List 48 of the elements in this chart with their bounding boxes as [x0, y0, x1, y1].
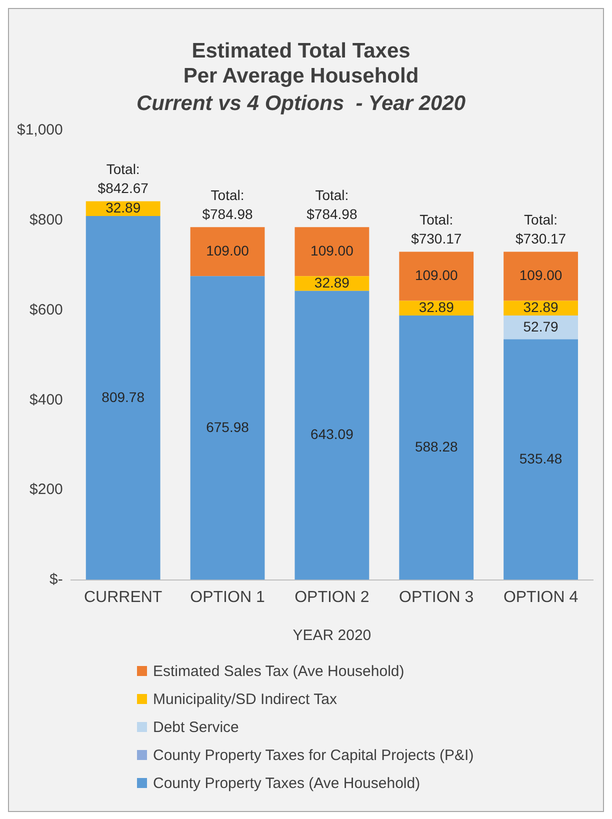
x-tick-label: OPTION 2 — [294, 588, 370, 606]
total-label: Total: $784.98 — [306, 187, 358, 222]
data-label: 109.00 — [206, 242, 250, 259]
data-label: 32.89 — [523, 299, 559, 316]
data-label: 588.28 — [414, 438, 458, 455]
legend-label: Debt Service — [153, 718, 239, 736]
x-tick-label: CURRENT — [84, 588, 162, 606]
bar — [504, 252, 578, 301]
x-tick-label: OPTION 1 — [190, 588, 265, 606]
chart-subtitle: Current vs 4 Options - Year 2020 — [136, 92, 466, 115]
y-tick-label: $400 — [30, 391, 63, 408]
bar — [504, 339, 578, 580]
data-label: 675.98 — [206, 418, 250, 435]
total-label: Total: $730.17 — [515, 212, 566, 247]
legend-label: County Property Taxes for Capital Projects (P&I) — [153, 746, 474, 764]
x-axis-title: YEAR 2020 — [292, 627, 372, 644]
data-label: 109.00 — [310, 242, 354, 259]
bar — [190, 227, 265, 276]
data-label: 32.89 — [418, 299, 454, 316]
bar — [399, 316, 474, 580]
bar — [86, 216, 160, 580]
y-tick-label: $1,000 — [16, 122, 63, 139]
y-tick-label: $800 — [30, 212, 63, 229]
data-label: 535.48 — [519, 450, 562, 466]
data-label: 32.89 — [106, 200, 141, 216]
bar — [294, 227, 370, 276]
bar — [294, 290, 370, 580]
total-label: Total: $842.67 — [98, 161, 149, 196]
legend-label: County Property Taxes (Ave Household) — [153, 774, 420, 792]
data-label: 643.09 — [310, 426, 354, 442]
total-label: Total: $784.98 — [202, 187, 254, 222]
data-label: 809.78 — [102, 388, 145, 405]
data-label: 109.00 — [519, 267, 562, 284]
y-tick-label: $600 — [30, 301, 63, 318]
chart-title: Estimated Total Taxes Per Average Household — [183, 39, 419, 88]
bar — [399, 252, 474, 301]
legend-label: Municipality/SD Indirect Tax — [153, 690, 337, 708]
data-label: 109.00 — [414, 267, 458, 284]
x-tick-label: OPTION 4 — [503, 588, 578, 606]
bar — [190, 276, 265, 580]
y-tick-label: $- — [50, 570, 63, 588]
x-tick-label: OPTION 3 — [399, 588, 474, 606]
legend-label: Estimated Sales Tax (Ave Household) — [153, 662, 404, 680]
bar — [504, 316, 578, 340]
y-tick-label: $200 — [30, 481, 63, 498]
data-label: 52.79 — [523, 318, 559, 334]
total-label: Total: $730.17 — [411, 212, 462, 247]
data-label: 32.89 — [314, 274, 350, 290]
